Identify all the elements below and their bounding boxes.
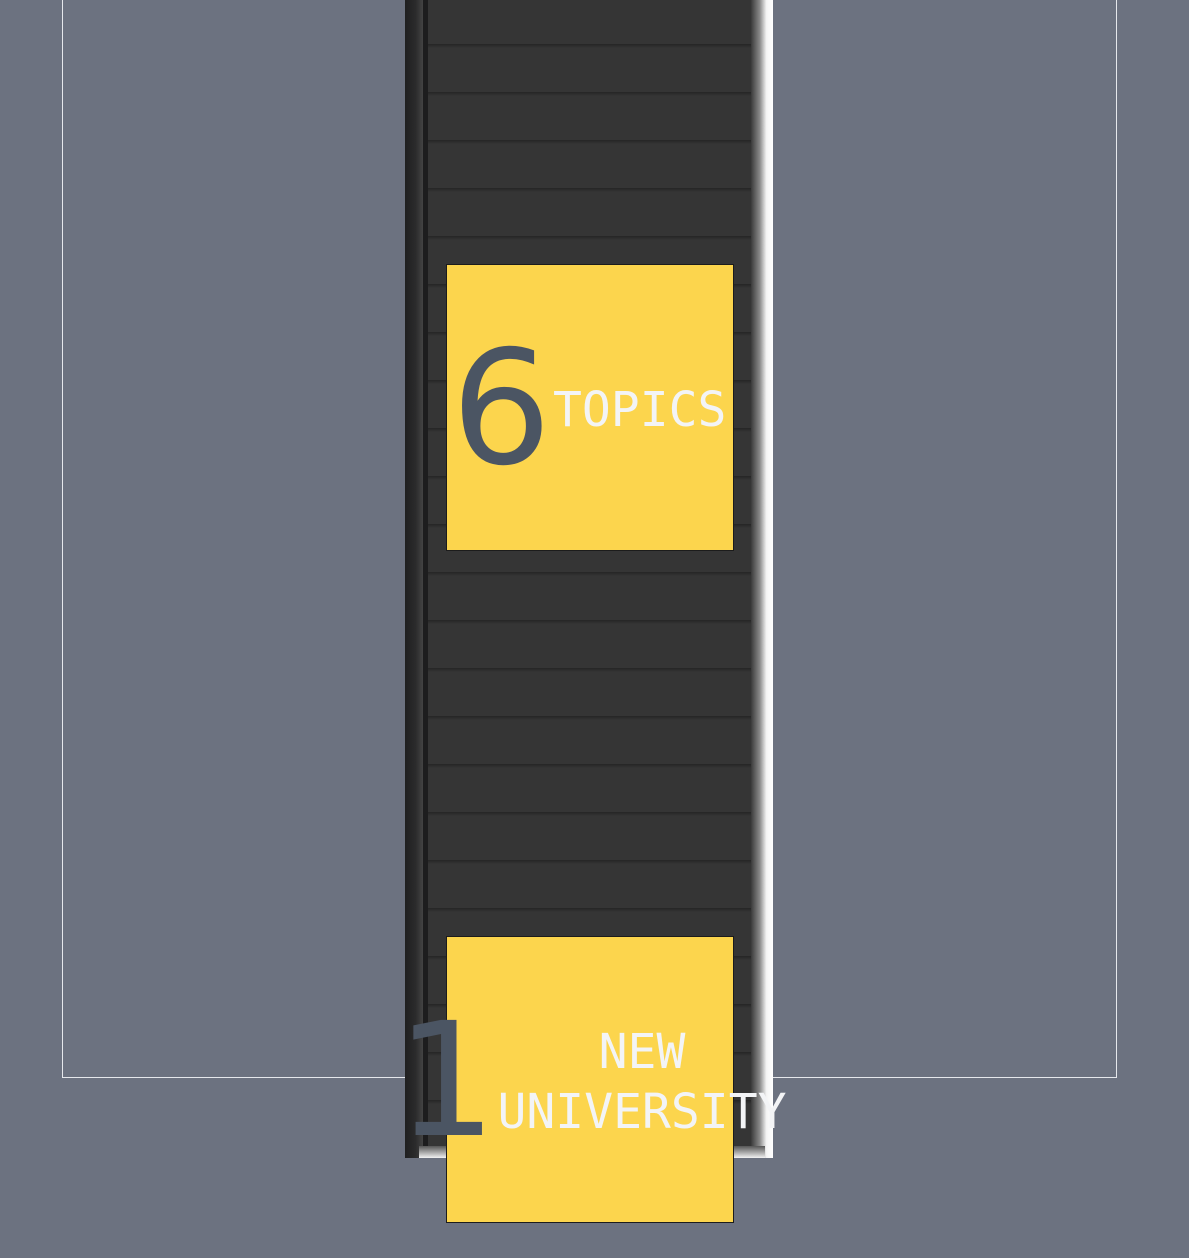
stat-label-university-line-2: UNIVERSITY — [497, 1084, 787, 1140]
stat-label-topics: TOPICS — [553, 382, 727, 438]
stat-number-topics: 6 — [451, 317, 552, 501]
shelf-right-edge — [751, 0, 773, 1158]
stat-card-university — [446, 936, 734, 1223]
stat-card-topics — [446, 264, 734, 551]
stat-label-university-line-1: NEW — [598, 1024, 686, 1080]
stat-label-university: NEW UNIVERSITY — [492, 1022, 792, 1142]
shelf-left-edge — [405, 0, 423, 1158]
dark-shelf-image — [405, 0, 773, 1158]
stat-number-university: 1 — [396, 989, 497, 1173]
